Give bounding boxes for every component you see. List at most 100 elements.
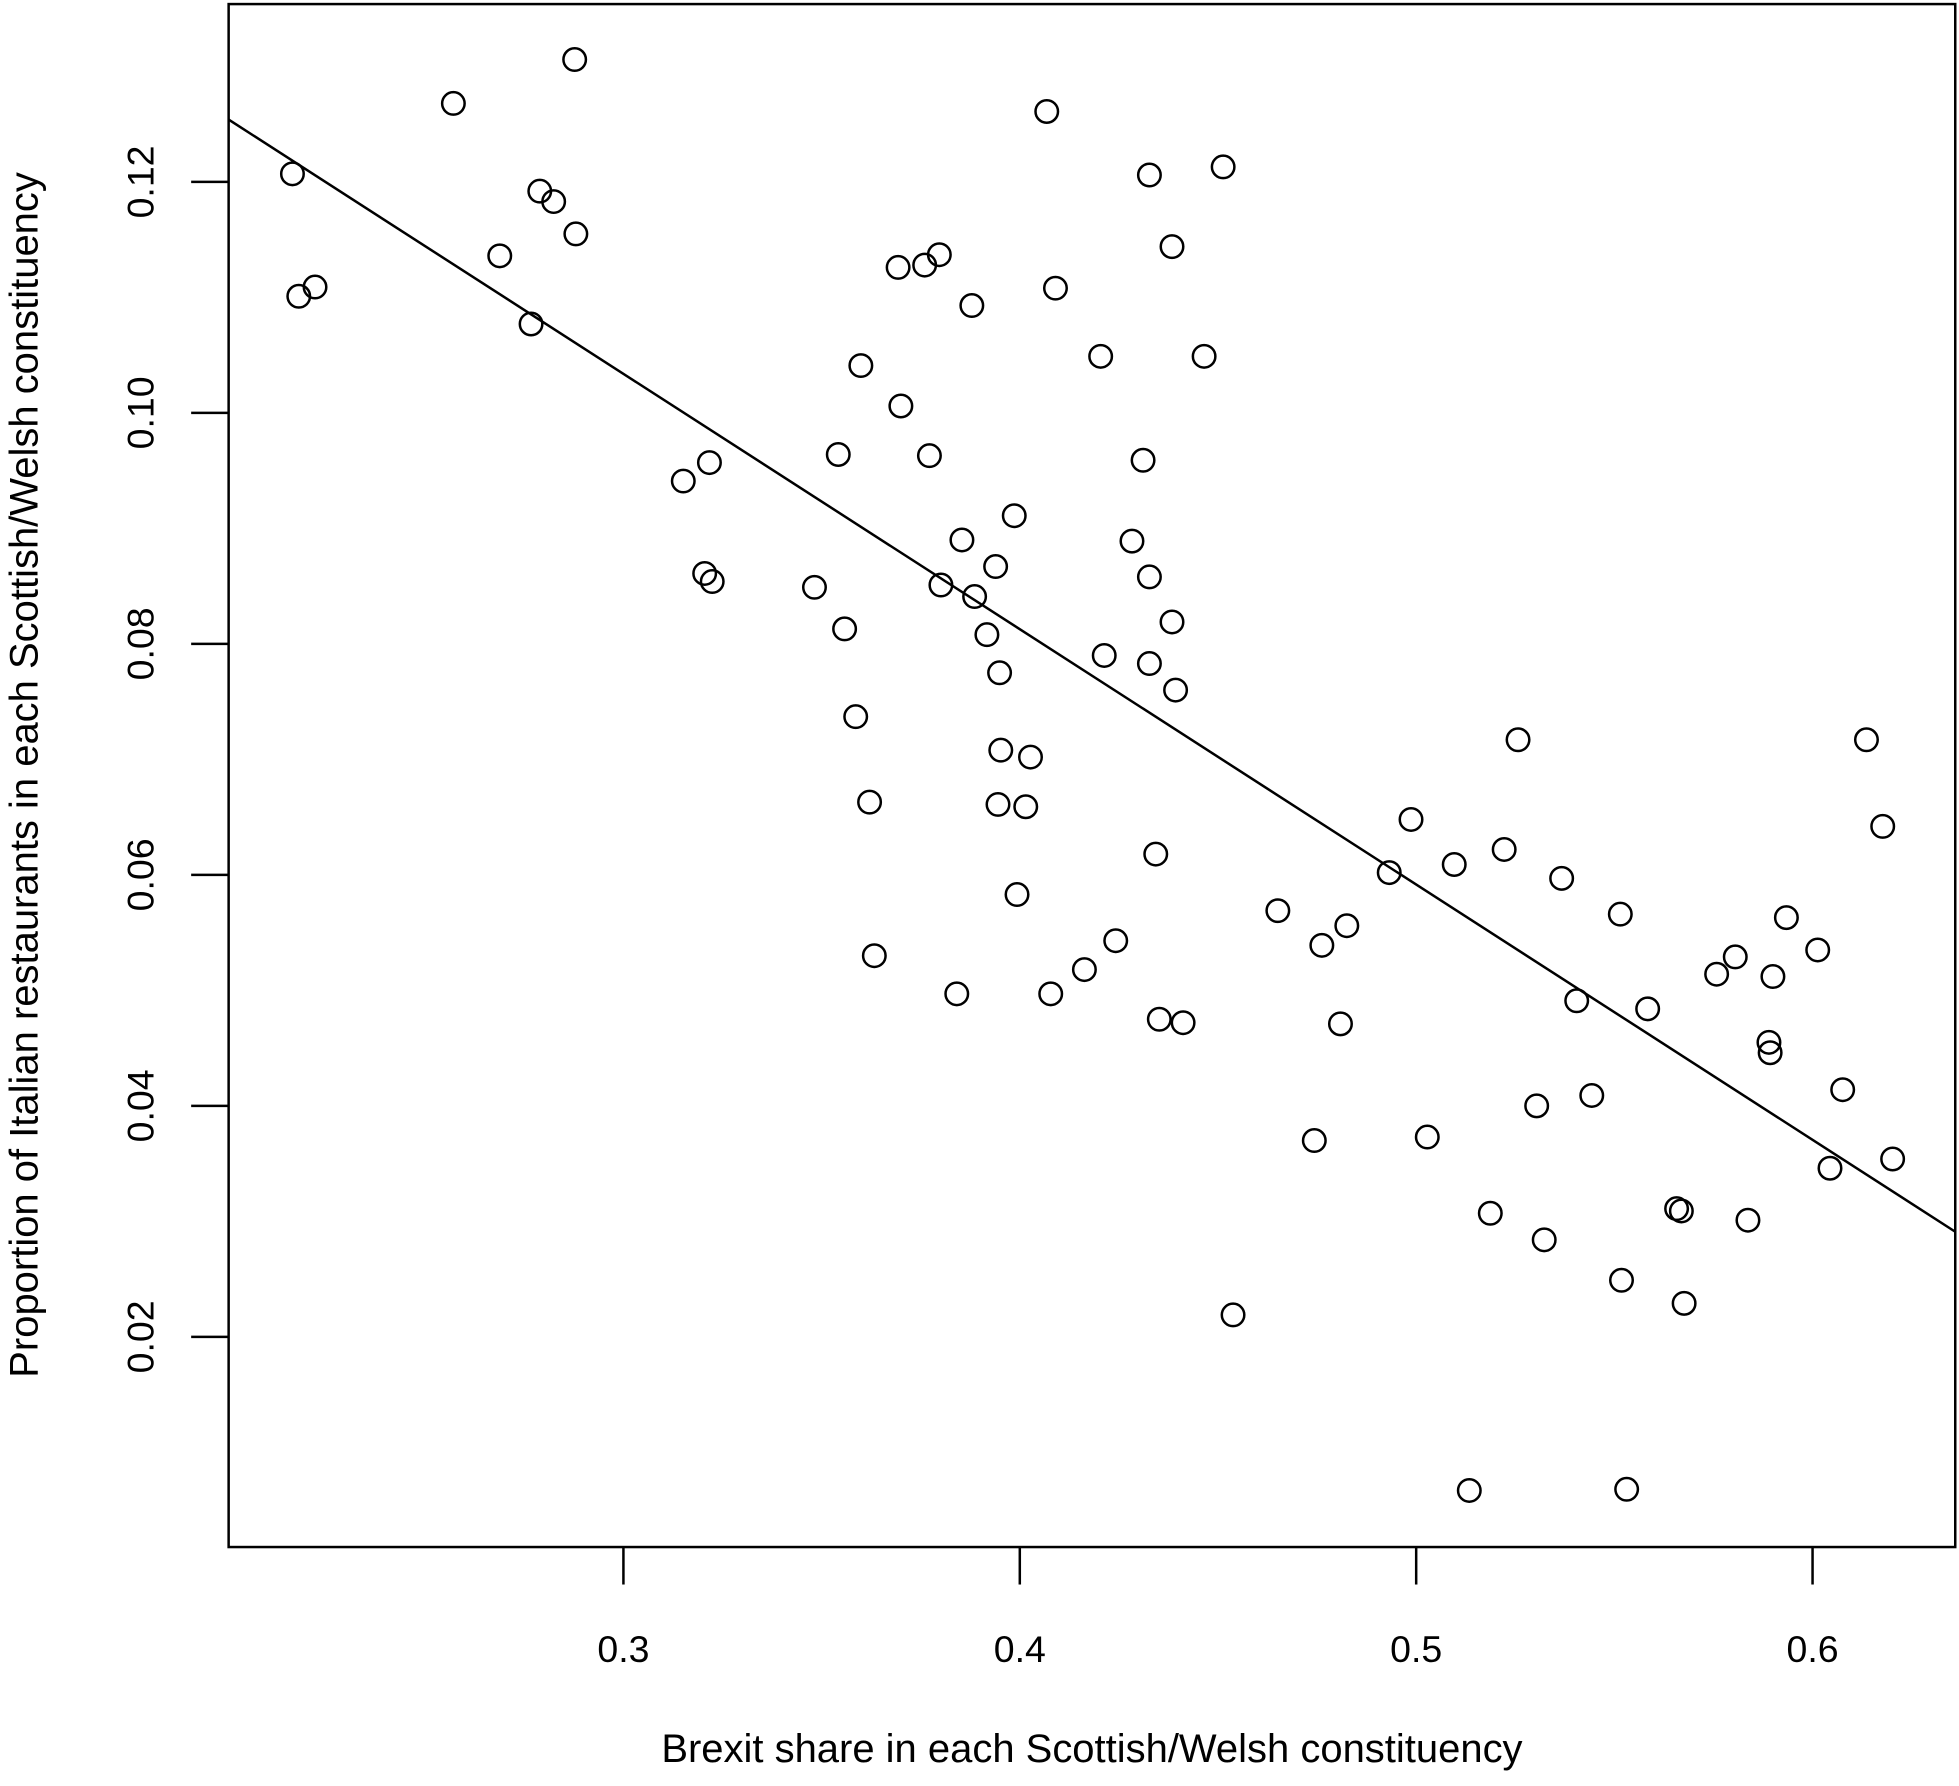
data-point — [885, 254, 911, 280]
x-tick-label: 0.5 — [1390, 1628, 1442, 1670]
x-tick-label: 0.6 — [1787, 1628, 1839, 1670]
data-point — [696, 450, 722, 476]
data-point — [1704, 961, 1730, 987]
data-point — [1309, 932, 1335, 958]
y-tick-label: 0.10 — [120, 376, 162, 449]
data-point — [1671, 1290, 1697, 1316]
data-point — [1853, 727, 1879, 753]
data-point — [832, 616, 858, 642]
data-point — [1609, 1267, 1634, 1293]
data-point — [1805, 937, 1831, 963]
data-point — [1001, 503, 1027, 529]
data-point — [541, 189, 567, 215]
data-point — [1456, 1477, 1482, 1503]
x-axis-title: Brexit share in each Scottish/Welsh cons… — [661, 1727, 1522, 1771]
data-point — [1870, 813, 1896, 839]
data-point — [843, 704, 869, 730]
plot-frame — [227, 2, 1957, 1549]
data-point — [888, 393, 914, 419]
data-point — [1668, 1198, 1694, 1224]
data-point — [1817, 1155, 1843, 1181]
data-point — [1136, 651, 1162, 677]
data-point — [857, 789, 883, 815]
data-point — [1136, 564, 1162, 590]
y-axis: 0.02 0.04 0.06 0.08 0.10 0.12 — [120, 145, 229, 1373]
data-point — [1491, 836, 1517, 862]
data-point — [440, 90, 466, 116]
data-point — [1265, 898, 1291, 924]
data-point — [1220, 1302, 1246, 1328]
data-point — [562, 47, 588, 73]
data-point — [518, 311, 544, 337]
data-point — [861, 943, 887, 969]
data-point — [944, 981, 970, 1007]
data-point — [1210, 154, 1236, 180]
data-point — [983, 554, 1009, 580]
data-point — [1773, 905, 1799, 931]
data-point — [1034, 98, 1060, 124]
y-tick-label: 0.04 — [120, 1069, 162, 1142]
data-point — [1088, 343, 1114, 369]
data-point — [1136, 162, 1162, 188]
data-point — [563, 221, 589, 247]
data-point — [801, 574, 827, 600]
data-point — [926, 242, 952, 268]
data-point — [1531, 1227, 1557, 1253]
y-tick-label: 0.08 — [120, 607, 162, 680]
x-axis: 0.3 0.4 0.5 0.6 — [597, 1547, 1839, 1670]
data-point — [302, 274, 328, 300]
data-point — [1760, 964, 1786, 990]
data-point — [692, 560, 718, 586]
data-point — [825, 442, 851, 467]
data-point — [1441, 851, 1467, 877]
data-point — [279, 161, 305, 187]
data-point — [1143, 841, 1169, 867]
data-point — [1163, 677, 1189, 703]
data-point — [670, 468, 696, 494]
y-tick-label: 0.12 — [120, 145, 162, 218]
data-point — [1757, 1040, 1783, 1066]
y-axis-title: Proportion of Italian restaurants in eac… — [2, 172, 46, 1378]
data-point — [1376, 860, 1402, 886]
data-point — [1756, 1029, 1782, 1055]
data-point — [1159, 609, 1185, 635]
data-point — [959, 293, 985, 319]
x-tick-label: 0.3 — [597, 1628, 649, 1670]
data-point — [1398, 806, 1424, 832]
data-point — [1564, 988, 1590, 1014]
data-point — [1119, 528, 1145, 554]
regression-line — [227, 118, 1956, 1233]
data-point — [1191, 343, 1217, 369]
data-point — [1004, 882, 1030, 908]
data-point — [1038, 981, 1064, 1007]
data-point — [1013, 794, 1039, 820]
x-tick-label: 0.4 — [994, 1628, 1046, 1670]
data-point — [699, 569, 725, 595]
data-point — [1614, 1476, 1640, 1502]
data-point — [974, 622, 1000, 648]
data-point — [1159, 234, 1185, 260]
data-point — [988, 737, 1014, 763]
data-point — [916, 443, 942, 469]
data-point — [1735, 1207, 1761, 1233]
data-point — [985, 791, 1011, 817]
data-point — [1146, 1006, 1172, 1032]
data-point — [1579, 1082, 1605, 1108]
data-point — [1880, 1146, 1906, 1172]
data-point — [1170, 1010, 1196, 1036]
data-point — [1505, 727, 1531, 753]
data-point — [1130, 447, 1156, 473]
data-point — [848, 353, 874, 379]
data-point — [1524, 1093, 1550, 1119]
data-point — [1607, 901, 1633, 927]
data-point — [1477, 1200, 1503, 1226]
data-points — [279, 47, 1906, 1503]
data-point — [1018, 744, 1043, 770]
data-point — [1091, 642, 1117, 668]
data-point — [1722, 944, 1748, 970]
data-point — [987, 660, 1013, 686]
data-point — [1042, 275, 1068, 301]
data-point — [1301, 1128, 1327, 1154]
data-point — [962, 584, 988, 610]
